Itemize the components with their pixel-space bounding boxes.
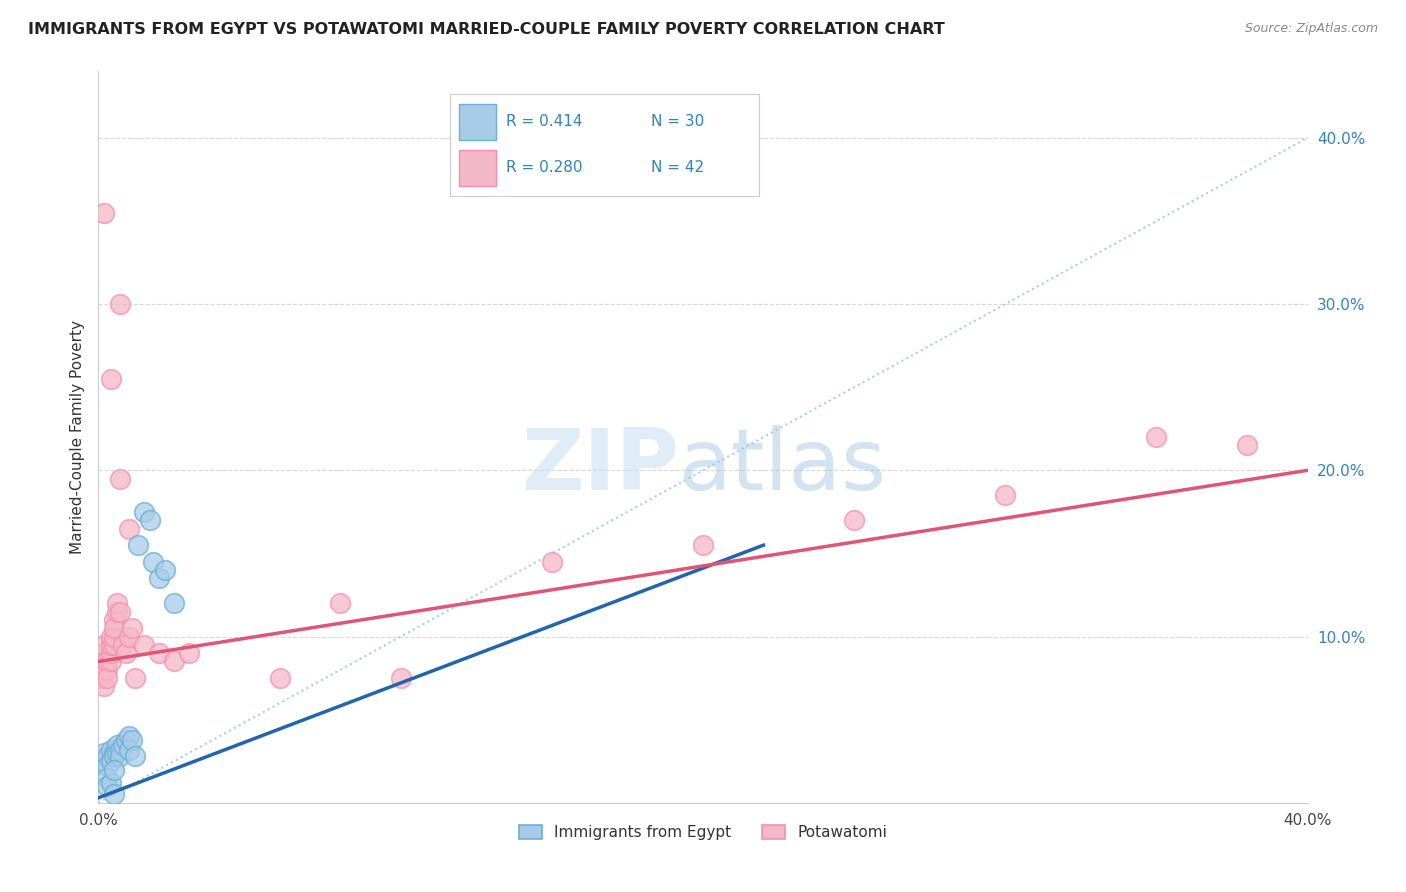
Point	[93, 680, 115, 694]
Point	[114, 732, 136, 747]
Point	[118, 729, 141, 743]
Text: Source: ZipAtlas.com: Source: ZipAtlas.com	[1244, 22, 1378, 36]
Point	[163, 655, 186, 669]
Point	[90, 671, 112, 685]
Point	[96, 749, 118, 764]
Point	[1144, 430, 1167, 444]
Text: ZIP: ZIP	[522, 425, 679, 508]
Point	[103, 613, 125, 627]
Point	[108, 472, 131, 486]
Point	[127, 538, 149, 552]
Text: R = 0.414: R = 0.414	[506, 114, 582, 128]
Point	[108, 742, 131, 756]
Point	[93, 646, 115, 660]
Bar	[460, 104, 496, 140]
Point	[163, 596, 186, 610]
Point	[96, 655, 118, 669]
Point	[105, 605, 128, 619]
Text: atlas: atlas	[679, 425, 887, 508]
Point	[100, 776, 122, 790]
Point	[153, 563, 176, 577]
Point	[103, 630, 125, 644]
Point	[103, 788, 125, 802]
Point	[96, 663, 118, 677]
Point	[100, 655, 122, 669]
Point	[100, 742, 122, 756]
Point	[96, 671, 118, 685]
Point	[114, 646, 136, 660]
Point	[118, 742, 141, 756]
Legend: Immigrants from Egypt, Potawatomi: Immigrants from Egypt, Potawatomi	[513, 819, 893, 847]
Point	[142, 555, 165, 569]
Point	[96, 771, 118, 785]
Point	[844, 513, 866, 527]
Point	[93, 746, 115, 760]
Point	[124, 749, 146, 764]
Point	[96, 779, 118, 793]
Point	[540, 555, 562, 569]
Point	[103, 749, 125, 764]
Point	[100, 646, 122, 660]
Point	[100, 754, 122, 768]
Point	[103, 638, 125, 652]
Point	[93, 754, 115, 768]
Text: N = 30: N = 30	[651, 114, 704, 128]
Point	[179, 646, 201, 660]
Point	[692, 538, 714, 552]
Point	[105, 596, 128, 610]
Text: IMMIGRANTS FROM EGYPT VS POTAWATOMI MARRIED-COUPLE FAMILY POVERTY CORRELATION CH: IMMIGRANTS FROM EGYPT VS POTAWATOMI MARR…	[28, 22, 945, 37]
Point	[103, 763, 125, 777]
Point	[1236, 438, 1258, 452]
Point	[105, 738, 128, 752]
Point	[148, 571, 170, 585]
Point	[93, 205, 115, 219]
Point	[111, 738, 134, 752]
Point	[132, 638, 155, 652]
Point	[994, 488, 1017, 502]
Point	[93, 638, 115, 652]
Point	[103, 621, 125, 635]
Point	[111, 638, 134, 652]
Point	[93, 663, 115, 677]
Text: R = 0.280: R = 0.280	[506, 160, 582, 175]
Point	[148, 646, 170, 660]
Point	[103, 746, 125, 760]
Point	[132, 505, 155, 519]
Point	[124, 671, 146, 685]
Point	[389, 671, 412, 685]
Y-axis label: Married-Couple Family Poverty: Married-Couple Family Poverty	[69, 320, 84, 554]
Point	[118, 630, 141, 644]
Point	[139, 513, 162, 527]
Point	[100, 372, 122, 386]
Point	[269, 671, 291, 685]
Point	[100, 630, 122, 644]
Point	[100, 638, 122, 652]
Point	[96, 759, 118, 773]
Point	[121, 621, 143, 635]
Point	[108, 297, 131, 311]
Bar	[460, 150, 496, 186]
Point	[329, 596, 352, 610]
Point	[121, 732, 143, 747]
Point	[108, 605, 131, 619]
Point	[108, 749, 131, 764]
Point	[118, 521, 141, 535]
Text: N = 42: N = 42	[651, 160, 704, 175]
Point	[105, 746, 128, 760]
